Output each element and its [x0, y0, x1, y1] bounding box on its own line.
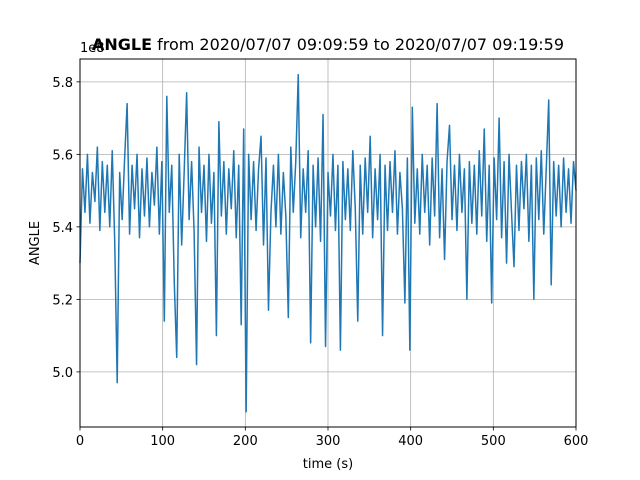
- x-tick-label: 600: [564, 434, 589, 449]
- title-rest: from 2020/07/07 09:09:59 to 2020/07/07 0…: [157, 35, 564, 54]
- y-tick-label: 5.2: [52, 293, 73, 308]
- y-tick-label: 5.6: [52, 148, 73, 163]
- data-line: [79, 73, 577, 413]
- x-axis-label: time (s): [303, 457, 353, 472]
- ticks: 0 100 200 300 400 500 600 5.0 5.2 5.4 5.6 5.8: [52, 76, 588, 449]
- x-tick-label: 100: [150, 434, 175, 449]
- x-tick-label: 300: [316, 434, 341, 449]
- y-offset-label: 1e8: [80, 41, 105, 56]
- x-tick-label: 500: [481, 434, 506, 449]
- y-tick-label: 5.0: [52, 366, 73, 381]
- y-axis-label: ANGLE: [28, 221, 43, 265]
- x-tick-label: 400: [398, 434, 423, 449]
- plot: [79, 73, 577, 413]
- chart-title: ANGLE from 2020/07/07 09:09:59 to 2020/0…: [92, 35, 564, 54]
- title-name: ANGLE: [92, 35, 152, 54]
- y-tick-label: 5.4: [52, 221, 73, 236]
- y-tick-label: 5.8: [52, 76, 73, 91]
- x-tick-label: 200: [233, 434, 258, 449]
- x-tick-label: 0: [76, 434, 84, 449]
